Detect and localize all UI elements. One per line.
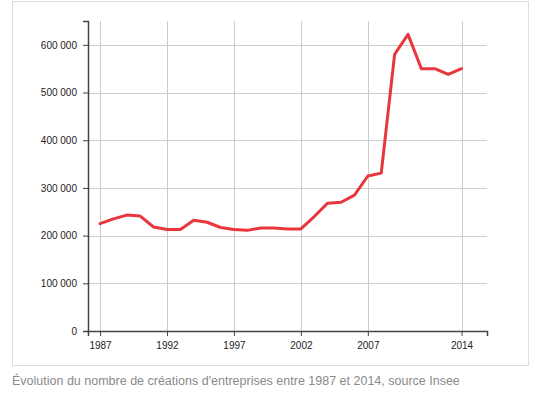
tick-label: 200 000 <box>41 230 78 241</box>
grid-line <box>88 188 487 189</box>
grid-line <box>88 93 487 94</box>
grid-line <box>88 283 487 284</box>
tick-label: 500 000 <box>41 87 78 98</box>
x-axis: 1987 1992 1997 2002 2007 2014 <box>89 331 488 351</box>
tick: 400 000 <box>41 135 88 146</box>
tick: 2007 <box>357 331 380 351</box>
grid-line <box>88 140 487 141</box>
grid <box>88 21 487 332</box>
tick-mark <box>368 331 369 336</box>
tick-mark <box>83 140 88 141</box>
grid-line <box>100 21 101 331</box>
tick-label: 1997 <box>223 340 246 351</box>
tick-mark <box>234 331 235 336</box>
line <box>100 34 462 230</box>
frame <box>13 2 529 366</box>
grid-line <box>234 21 235 331</box>
chart: 1987 1992 1997 2002 2007 2014 0 100 000 200 000 3… <box>0 0 535 400</box>
tick-label: 100 000 <box>41 278 78 289</box>
tick-label: 2014 <box>451 340 474 351</box>
tick-mark <box>83 331 88 332</box>
axis-line <box>83 22 89 332</box>
tick-label: 300 000 <box>41 183 78 194</box>
tick-mark <box>462 331 463 336</box>
tick: 1997 <box>223 331 246 351</box>
tick-label: 400 000 <box>41 135 78 146</box>
caption: Évolution du nombre de créations d'entre… <box>12 373 460 388</box>
tick: 100 000 <box>41 278 88 289</box>
tick: 500 000 <box>41 87 88 98</box>
grid-line <box>88 45 487 46</box>
tick-mark <box>83 283 88 284</box>
tick: 2014 <box>451 331 474 351</box>
y-axis: 0 100 000 200 000 300 000 400 000 500 000 600 … <box>41 22 89 337</box>
tick-mark <box>100 331 101 336</box>
tick: 0 <box>71 326 88 337</box>
tick: 1992 <box>156 331 179 351</box>
grid-line <box>88 236 487 237</box>
grid-line <box>301 21 302 331</box>
tick: 600 000 <box>41 40 88 51</box>
tick: 300 000 <box>41 183 88 194</box>
tick-label: 2007 <box>357 340 380 351</box>
tick-mark <box>83 93 88 94</box>
tick: 2002 <box>290 331 313 351</box>
tick: 1987 <box>89 331 112 351</box>
tick-mark <box>83 45 88 46</box>
tick-label: 2002 <box>290 340 313 351</box>
axis-line <box>89 332 488 337</box>
series <box>100 34 462 230</box>
tick-mark <box>301 331 302 336</box>
plot: 1987 1992 1997 2002 2007 2014 0 100 000 200 000 3… <box>41 21 488 351</box>
tick-label: 600 000 <box>41 40 78 51</box>
grid-line <box>167 21 168 331</box>
tick-mark <box>83 236 88 237</box>
tick-mark <box>167 331 168 336</box>
tick-label: 1987 <box>89 340 112 351</box>
tick-label: 1992 <box>156 340 179 351</box>
tick-label: 0 <box>71 326 77 337</box>
tick-mark <box>83 188 88 189</box>
tick: 200 000 <box>41 230 88 241</box>
